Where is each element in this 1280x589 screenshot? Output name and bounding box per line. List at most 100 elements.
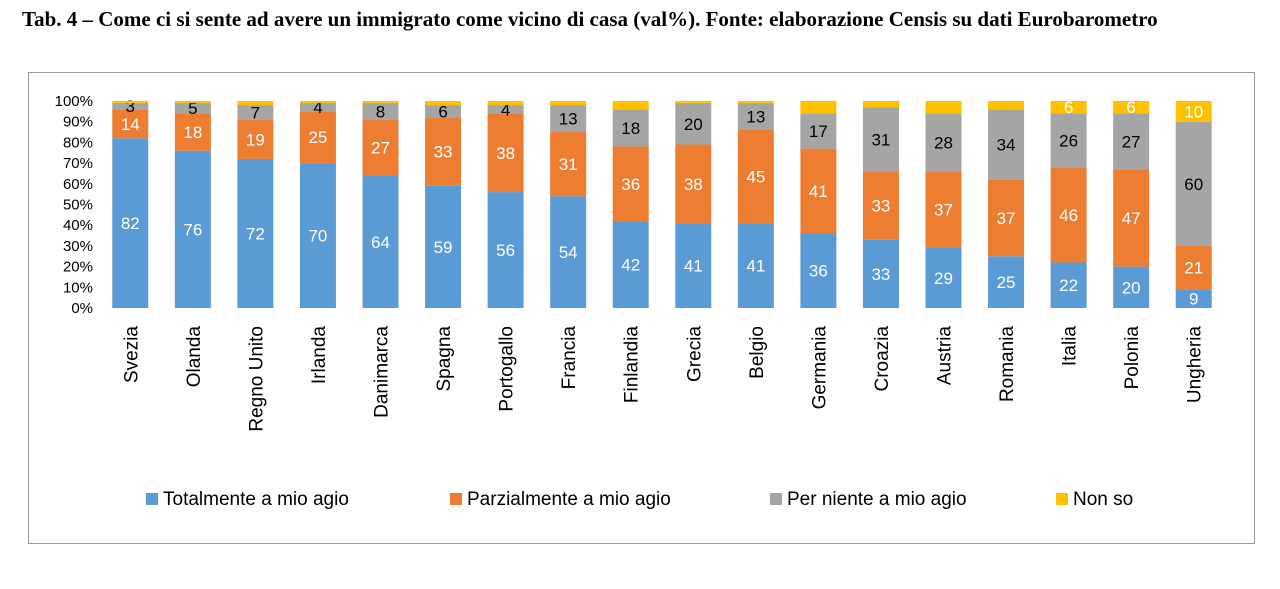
bar-segment <box>550 101 587 106</box>
bar-segment <box>174 103 211 114</box>
bar-segment <box>237 101 274 106</box>
bar-segment <box>862 101 899 108</box>
bar-segment <box>988 256 1025 308</box>
data-label: 38 <box>496 144 515 163</box>
bar-segment <box>675 101 712 104</box>
y-tick-label: 80% <box>63 134 93 151</box>
data-label: 13 <box>559 110 578 129</box>
category-label: Austria <box>935 326 956 386</box>
bar-segment <box>174 101 211 104</box>
bar-segment <box>174 113 211 151</box>
category-label: Croazia <box>872 326 893 392</box>
data-label: 27 <box>1122 132 1141 151</box>
bar-segment <box>612 221 649 308</box>
data-label: 59 <box>434 238 453 257</box>
bar-segment <box>862 239 899 308</box>
category-label: Danimarca <box>372 326 393 418</box>
bar-segment <box>425 101 462 106</box>
bar-segment <box>237 158 274 308</box>
data-label: 45 <box>746 168 765 187</box>
data-label: 8 <box>376 102 385 121</box>
data-label: 20 <box>1122 278 1141 297</box>
data-label: 64 <box>371 233 390 252</box>
data-label: 34 <box>997 135 1016 154</box>
bar-segment <box>925 113 962 172</box>
bar-segment <box>737 223 774 308</box>
legend-label: Parzialmente a mio agio <box>467 489 671 510</box>
bar-segment <box>675 103 712 145</box>
bar-segment <box>988 101 1025 110</box>
bar-segment <box>487 101 524 106</box>
chart-frame <box>28 72 1255 544</box>
data-label: 60 <box>1184 175 1203 194</box>
bar-segment <box>425 105 462 118</box>
bar-segment <box>112 138 149 308</box>
bar-segment <box>362 119 399 176</box>
data-label: 13 <box>746 108 765 127</box>
category-label: Finlandia <box>622 326 643 404</box>
data-label: 54 <box>559 243 578 262</box>
legend-swatch <box>770 493 782 505</box>
data-label: 76 <box>183 220 202 239</box>
y-tick-label: 30% <box>63 238 93 255</box>
data-label: 18 <box>621 119 640 138</box>
legend-label: Non so <box>1073 489 1133 510</box>
bar-segment <box>1113 266 1150 308</box>
bar-segment <box>988 179 1025 257</box>
legend-swatch <box>146 493 158 505</box>
bar-segment <box>487 113 524 193</box>
bar-segment <box>1050 167 1087 263</box>
category-label: Belgio <box>747 326 768 379</box>
legend-label: Per niente a mio agio <box>787 489 967 510</box>
bar-segment <box>737 103 774 130</box>
bar-segment <box>550 132 587 197</box>
bar-segment <box>925 101 962 114</box>
bar-segment <box>112 109 149 139</box>
y-tick-label: 70% <box>63 155 93 172</box>
data-label: 56 <box>496 241 515 260</box>
data-label: 28 <box>934 133 953 152</box>
bar-segment <box>425 117 462 186</box>
data-label: 47 <box>1122 209 1141 228</box>
data-label: 7 <box>251 103 260 122</box>
chart-title: Tab. 4 – Come ci si sente ad avere un im… <box>22 7 1158 31</box>
bar-segment <box>299 111 336 164</box>
bar-segment <box>362 175 399 308</box>
bar-segment <box>612 109 649 147</box>
data-label: 25 <box>308 128 327 147</box>
bar-segment <box>675 144 712 224</box>
y-tick-label: 10% <box>63 279 93 296</box>
data-label: 38 <box>684 175 703 194</box>
bar-segment <box>1175 289 1212 308</box>
y-tick-label: 100% <box>55 93 93 110</box>
category-label: Grecia <box>684 326 705 382</box>
data-label: 9 <box>1189 290 1198 309</box>
data-label: 19 <box>246 130 265 149</box>
y-tick-label: 90% <box>63 114 93 131</box>
bar-segment <box>487 105 524 114</box>
bar-segment <box>299 101 336 104</box>
bar-segment <box>1050 113 1087 168</box>
data-label: 41 <box>809 182 828 201</box>
y-tick-label: 50% <box>63 197 93 214</box>
bar-segment <box>800 101 837 114</box>
bar-segment <box>1113 101 1150 114</box>
data-label: 41 <box>684 257 703 276</box>
data-label: 4 <box>313 98 322 117</box>
bar-segment <box>299 103 336 112</box>
data-label: 41 <box>746 257 765 276</box>
data-label: 46 <box>1059 206 1078 225</box>
data-label: 72 <box>246 224 265 243</box>
data-label: 21 <box>1184 259 1203 278</box>
data-label: 29 <box>934 269 953 288</box>
bar-segment <box>112 101 149 104</box>
bar-segment <box>800 233 837 308</box>
data-label: 14 <box>121 115 140 134</box>
bar-segment <box>925 171 962 248</box>
y-tick-label: 60% <box>63 176 93 193</box>
bar-segment <box>1050 101 1087 114</box>
bar-segment <box>237 119 274 159</box>
data-label: 37 <box>997 209 1016 228</box>
bar-segment <box>299 163 336 308</box>
bar-segment <box>1175 101 1212 122</box>
